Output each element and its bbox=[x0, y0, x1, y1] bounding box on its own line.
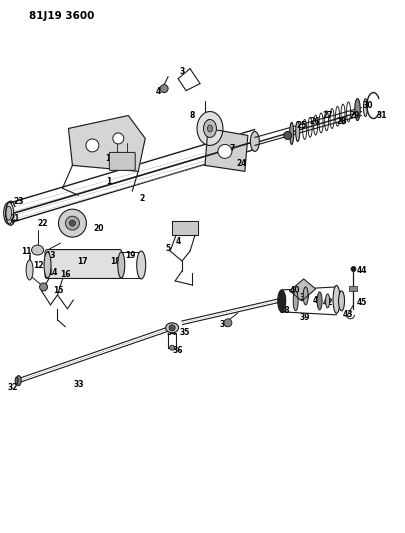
Text: 11: 11 bbox=[21, 247, 32, 255]
Text: 23: 23 bbox=[13, 197, 24, 206]
Ellipse shape bbox=[6, 206, 12, 220]
Polygon shape bbox=[172, 221, 198, 235]
Text: 20: 20 bbox=[93, 224, 103, 232]
Ellipse shape bbox=[295, 122, 299, 141]
Circle shape bbox=[160, 85, 168, 93]
Ellipse shape bbox=[292, 291, 297, 311]
Text: 1: 1 bbox=[105, 177, 111, 186]
Text: 39: 39 bbox=[298, 293, 309, 302]
Text: 9: 9 bbox=[122, 161, 128, 170]
Ellipse shape bbox=[4, 202, 14, 224]
Text: 12: 12 bbox=[33, 261, 44, 270]
Circle shape bbox=[169, 345, 174, 350]
Circle shape bbox=[69, 220, 75, 226]
Ellipse shape bbox=[289, 123, 293, 144]
FancyBboxPatch shape bbox=[45, 249, 122, 278]
Text: 34: 34 bbox=[166, 328, 177, 337]
Text: 21: 21 bbox=[9, 214, 20, 223]
Ellipse shape bbox=[338, 291, 344, 311]
Text: 19: 19 bbox=[125, 251, 135, 260]
Circle shape bbox=[58, 209, 86, 237]
Circle shape bbox=[217, 144, 231, 158]
Text: 17: 17 bbox=[77, 256, 87, 265]
Polygon shape bbox=[205, 128, 247, 171]
Ellipse shape bbox=[196, 111, 222, 146]
Text: 26: 26 bbox=[309, 117, 319, 126]
Ellipse shape bbox=[207, 125, 212, 132]
Ellipse shape bbox=[16, 376, 21, 385]
Text: 25: 25 bbox=[296, 121, 306, 130]
Text: 36: 36 bbox=[173, 346, 183, 355]
Ellipse shape bbox=[44, 252, 51, 278]
Circle shape bbox=[283, 132, 291, 140]
Ellipse shape bbox=[203, 119, 216, 138]
Text: 10: 10 bbox=[105, 154, 115, 163]
Text: 35: 35 bbox=[179, 328, 190, 337]
Text: 38: 38 bbox=[279, 306, 289, 316]
Text: 33: 33 bbox=[73, 380, 83, 389]
Ellipse shape bbox=[303, 287, 307, 305]
Text: 4: 4 bbox=[175, 237, 180, 246]
Bar bbox=[349, 286, 356, 291]
Circle shape bbox=[350, 266, 355, 271]
Text: 41: 41 bbox=[311, 296, 322, 305]
Text: 39: 39 bbox=[298, 313, 309, 322]
Ellipse shape bbox=[136, 251, 145, 279]
Ellipse shape bbox=[362, 99, 367, 117]
Text: 18: 18 bbox=[110, 256, 120, 265]
Text: 32: 32 bbox=[7, 383, 18, 392]
Polygon shape bbox=[68, 116, 145, 171]
Text: 14: 14 bbox=[47, 269, 58, 278]
Ellipse shape bbox=[332, 286, 339, 313]
Text: 30: 30 bbox=[361, 101, 372, 110]
Ellipse shape bbox=[117, 252, 124, 278]
Text: 5: 5 bbox=[165, 244, 170, 253]
Ellipse shape bbox=[26, 260, 33, 280]
Text: 42: 42 bbox=[322, 298, 332, 308]
Circle shape bbox=[65, 216, 79, 230]
Circle shape bbox=[39, 283, 47, 291]
Ellipse shape bbox=[277, 290, 285, 312]
Text: 16: 16 bbox=[60, 270, 70, 279]
Text: 37: 37 bbox=[219, 320, 230, 329]
Text: 28: 28 bbox=[335, 117, 346, 126]
Ellipse shape bbox=[325, 294, 329, 308]
Ellipse shape bbox=[15, 377, 18, 384]
Text: 45: 45 bbox=[356, 298, 366, 308]
Text: 7: 7 bbox=[229, 144, 234, 153]
Ellipse shape bbox=[354, 99, 359, 120]
Text: 31: 31 bbox=[375, 111, 386, 120]
Circle shape bbox=[86, 139, 98, 152]
Circle shape bbox=[224, 319, 231, 327]
Circle shape bbox=[169, 325, 175, 331]
Text: 22: 22 bbox=[37, 219, 48, 228]
Text: 6: 6 bbox=[205, 119, 210, 128]
Text: 3: 3 bbox=[179, 67, 184, 76]
Text: 81J19 3600: 81J19 3600 bbox=[28, 11, 94, 21]
Text: 15: 15 bbox=[53, 286, 64, 295]
Text: 29: 29 bbox=[348, 111, 359, 120]
FancyBboxPatch shape bbox=[109, 152, 135, 171]
Text: 44: 44 bbox=[355, 266, 366, 276]
Text: 40: 40 bbox=[289, 286, 299, 295]
Circle shape bbox=[113, 133, 124, 144]
Text: 27: 27 bbox=[322, 111, 332, 120]
Text: 8: 8 bbox=[189, 111, 194, 120]
Ellipse shape bbox=[165, 323, 178, 333]
Polygon shape bbox=[289, 279, 315, 301]
Text: 43: 43 bbox=[341, 310, 352, 319]
Ellipse shape bbox=[32, 245, 43, 255]
Text: 13: 13 bbox=[45, 251, 55, 260]
Text: 4: 4 bbox=[155, 87, 160, 96]
Ellipse shape bbox=[250, 132, 259, 151]
Text: 24: 24 bbox=[236, 159, 247, 168]
Text: 2: 2 bbox=[139, 193, 145, 203]
Ellipse shape bbox=[316, 292, 321, 310]
